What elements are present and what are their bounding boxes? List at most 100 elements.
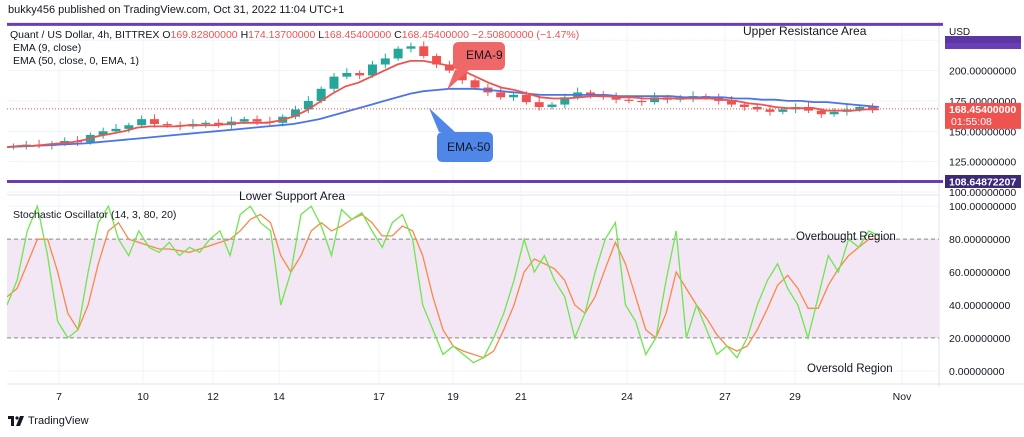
candle-body bbox=[560, 97, 570, 105]
candle-body bbox=[611, 97, 621, 100]
low-value: 168.45400000 bbox=[324, 29, 392, 41]
stoch-legend[interactable]: Stochastic Oscillator (14, 3, 80, 20) bbox=[13, 209, 177, 221]
candle-body bbox=[829, 111, 839, 115]
candle-body bbox=[419, 46, 429, 56]
stoch-tick-label: 60.00000000 bbox=[949, 267, 1010, 279]
candle-body bbox=[650, 97, 660, 103]
time-tick-label: 24 bbox=[621, 391, 633, 403]
candle-body bbox=[855, 107, 865, 110]
close-label: C bbox=[394, 29, 402, 41]
candle-body bbox=[137, 119, 147, 126]
time-scale[interactable]: 7 10 12 14 17 19 21 24 27 29 Nov bbox=[56, 391, 912, 403]
time-tick-label: 29 bbox=[789, 391, 801, 403]
candle-body bbox=[637, 100, 647, 103]
time-tick-label: 17 bbox=[373, 391, 385, 403]
candle-body bbox=[316, 88, 326, 101]
high-value: 174.13700000 bbox=[248, 29, 316, 41]
candle-body bbox=[727, 100, 737, 105]
stoch-d-line bbox=[6, 213, 879, 359]
upper-resistance-label: Upper Resistance Area bbox=[743, 24, 867, 38]
lower-support-label: Lower Support Area bbox=[239, 189, 345, 203]
price-tick-label: 150.00000000 bbox=[949, 126, 1016, 138]
candle-body bbox=[496, 92, 506, 98]
candle-body bbox=[201, 122, 211, 124]
candle-body bbox=[624, 99, 634, 101]
price-tick-label: 125.00000000 bbox=[949, 157, 1016, 169]
stoch-tick-label: 100.00000000 bbox=[949, 201, 1016, 213]
ema50-legend[interactable]: EMA (50, close, 0, EMA, 1) bbox=[13, 55, 140, 67]
chart-frame[interactable]: Upper Resistance Area Lower Support Area… bbox=[6, 22, 1024, 410]
candle-body bbox=[509, 94, 519, 98]
candle-body bbox=[393, 48, 403, 59]
candle-body bbox=[765, 109, 775, 112]
candle-body bbox=[124, 125, 134, 129]
tradingview-logo-icon bbox=[8, 416, 24, 426]
low-label: L bbox=[318, 29, 325, 41]
candle-body bbox=[406, 46, 416, 49]
candle-body bbox=[739, 104, 749, 107]
candle-body bbox=[534, 102, 544, 107]
ema50-callout-bubble bbox=[429, 108, 493, 162]
candle-body bbox=[111, 128, 121, 132]
candle-body bbox=[239, 119, 249, 122]
stoch-tick-label: 0.00000000 bbox=[949, 366, 1005, 378]
time-tick-label: 10 bbox=[137, 391, 149, 403]
high-label: H bbox=[240, 29, 249, 41]
stoch-band-fill bbox=[7, 239, 939, 338]
close-value: 168.45400000 bbox=[401, 29, 469, 41]
time-tick-label: 12 bbox=[207, 391, 219, 403]
candle-body bbox=[470, 80, 480, 88]
candle-body bbox=[521, 94, 531, 103]
candle-body bbox=[149, 119, 159, 124]
open-value: 169.82800000 bbox=[170, 29, 238, 41]
symbol-legend[interactable]: Quant / US Dollar, 4h, BITTREX O169.8280… bbox=[10, 29, 579, 41]
time-tick-label: Nov bbox=[893, 391, 912, 403]
change-value: −2.50800000 (−1.47%) bbox=[471, 29, 580, 41]
oversold-label: Oversold Region bbox=[807, 363, 893, 375]
candle-body bbox=[98, 131, 108, 135]
candle-body bbox=[547, 104, 557, 107]
stoch-tick-label: 80.00000000 bbox=[949, 234, 1010, 246]
footer-brand[interactable]: TradingView bbox=[8, 415, 89, 427]
ema50-callout[interactable]: EMA-50 bbox=[429, 108, 493, 162]
resistance-price-tag bbox=[945, 36, 1021, 49]
candle-body bbox=[303, 100, 313, 110]
price-tick-label: 100.00000000 bbox=[949, 187, 1016, 199]
ema9-callout-bubble bbox=[447, 42, 505, 90]
time-tick-label: 21 bbox=[515, 391, 527, 403]
candle-body bbox=[367, 64, 377, 76]
countdown-value: 01:55:08 bbox=[951, 116, 992, 128]
ema50-callout-text: EMA-50 bbox=[447, 140, 491, 154]
candle-body bbox=[162, 124, 172, 126]
footer-brand-text: TradingView bbox=[28, 415, 89, 427]
ema50-line bbox=[6, 87, 880, 148]
candle-body bbox=[816, 110, 826, 115]
symbol-name: Quant / US Dollar, 4h, BITTREX bbox=[10, 29, 160, 41]
oscillator-scale[interactable]: 100.00000000 80.00000000 60.00000000 40.000… bbox=[949, 201, 1016, 378]
last-price-tag: 168.45400000 01:55:08 bbox=[945, 102, 1021, 129]
ema9-legend[interactable]: EMA (9, close) bbox=[13, 42, 82, 54]
open-label: O bbox=[162, 29, 171, 41]
candle-body bbox=[329, 76, 339, 89]
stoch-tick-label: 20.00000000 bbox=[949, 333, 1010, 345]
ema9-callout[interactable]: EMA-9 bbox=[447, 42, 505, 90]
last-price-value: 168.45400000 bbox=[949, 104, 1016, 116]
candle-body bbox=[868, 107, 878, 110]
price-tick-label: 200.00000000 bbox=[949, 66, 1016, 78]
support-price-tag: 108.64872207 bbox=[945, 174, 1021, 188]
candle-body bbox=[342, 73, 352, 77]
candle-body bbox=[585, 92, 595, 95]
ema9-callout-text: EMA-9 bbox=[466, 48, 503, 62]
candle-body bbox=[444, 64, 454, 71]
candle-body bbox=[380, 58, 390, 65]
candle-body bbox=[252, 119, 262, 122]
candle-body bbox=[355, 73, 365, 76]
time-tick-label: 19 bbox=[447, 391, 459, 403]
candle-body bbox=[432, 56, 442, 65]
time-tick-label: 27 bbox=[719, 391, 731, 403]
chart-svg[interactable]: Upper Resistance Area Lower Support Area… bbox=[6, 22, 1024, 410]
header-bar: bukky456 published on TradingView.com, O… bbox=[0, 0, 1024, 22]
candle-body bbox=[752, 107, 762, 110]
stoch-tick-label: 40.00000000 bbox=[949, 300, 1010, 312]
stoch-k-line bbox=[6, 203, 880, 364]
